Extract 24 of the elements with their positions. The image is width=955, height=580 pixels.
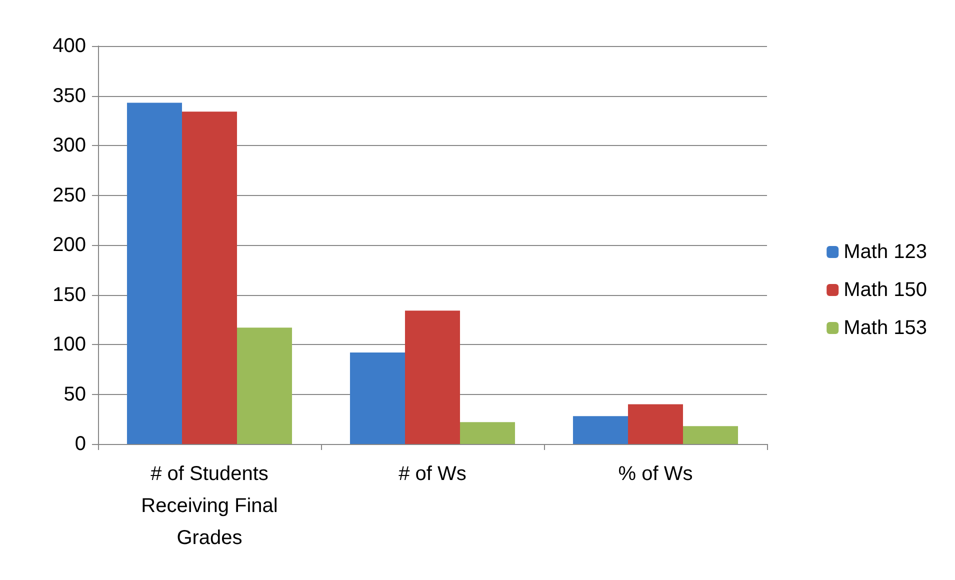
bar xyxy=(460,422,516,444)
y-tick-label: 350 xyxy=(52,84,86,107)
legend-label: Math 153 xyxy=(844,317,927,339)
x-tick-label: % of Ws xyxy=(618,463,693,485)
bar xyxy=(237,328,292,444)
y-tick-label: 50 xyxy=(64,383,86,406)
bar xyxy=(126,102,182,444)
bar xyxy=(628,404,684,444)
y-tick-label: 300 xyxy=(52,134,86,156)
legend-label: Math 123 xyxy=(844,241,927,263)
x-tick-label: # of Ws xyxy=(398,463,466,485)
y-tick-label: 0 xyxy=(74,433,86,455)
y-tick-label: 250 xyxy=(52,184,86,206)
bar xyxy=(350,352,405,444)
bar xyxy=(404,310,460,444)
bar xyxy=(182,112,238,444)
y-tick-label: 100 xyxy=(52,334,86,356)
x-tick-label: # of Students Receiving Final Grades xyxy=(141,463,278,549)
bar xyxy=(683,426,738,444)
y-tick-label: 150 xyxy=(52,284,86,306)
bar xyxy=(572,416,628,444)
y-tick-label: 400 xyxy=(52,35,86,57)
legend-label: Math 150 xyxy=(844,279,927,301)
y-tick-label: 200 xyxy=(52,234,86,256)
